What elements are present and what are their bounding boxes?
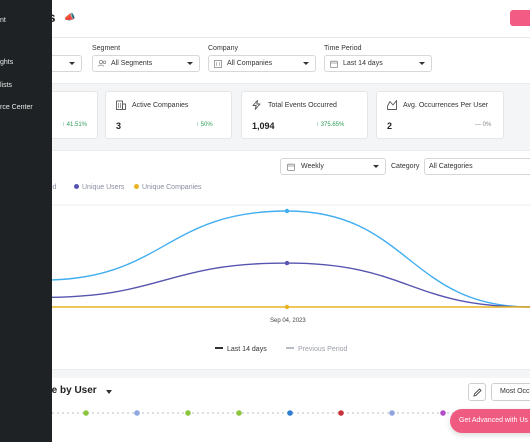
series-line-1	[52, 262, 530, 308]
user-dot[interactable]	[134, 410, 140, 416]
time-period-label: Time Period	[324, 45, 362, 52]
metric-card-avg-occurrences: Avg. Occurrences Per User 2 — 0%	[376, 91, 504, 139]
data-point[interactable]	[284, 260, 290, 266]
sidebar-item-0[interactable]: nt	[0, 17, 6, 24]
page-title: cs	[52, 9, 56, 25]
legend-events[interactable]: rred	[52, 184, 57, 191]
building-icon	[116, 100, 126, 113]
section-title[interactable]: nce by User	[52, 385, 97, 396]
event-select[interactable]	[52, 55, 82, 72]
x-tick-label: Sep 04, 2023	[270, 318, 306, 324]
user-dot[interactable]	[185, 410, 191, 416]
metric-change: ↑ 375.65%	[316, 122, 345, 128]
top-bar: cs 📣	[52, 0, 530, 38]
legend-dot	[74, 184, 79, 189]
chevron-down-icon	[303, 62, 309, 65]
category-label: Category	[391, 163, 420, 170]
building-icon	[214, 60, 222, 68]
series-line-0	[52, 210, 530, 308]
legend-current-period[interactable]: Last 14 days	[215, 346, 267, 353]
metric-title: Total Events Occurred	[268, 102, 337, 109]
chart-panel: Weekly Category All Categories rred Uniq…	[52, 150, 530, 370]
users-icon	[98, 59, 107, 67]
solid-line-icon	[215, 347, 223, 349]
metric-change: ↑ 50%	[196, 122, 213, 128]
interval-select[interactable]: Weekly	[280, 158, 386, 175]
chevron-down-icon	[373, 165, 379, 168]
sidebar: nt ghts lists rce Center	[0, 0, 52, 442]
metric-title: Active Companies	[132, 102, 189, 109]
user-dot[interactable]	[338, 410, 344, 416]
category-select[interactable]: All Categories	[424, 158, 530, 175]
segment-value: All Segments	[111, 60, 153, 67]
chevron-down-icon	[187, 62, 193, 65]
legend-unique-users[interactable]: Unique Users	[74, 184, 124, 191]
sidebar-item-resource-center[interactable]: rce Center	[0, 104, 33, 111]
area-chart-icon	[387, 100, 397, 113]
pencil-icon	[472, 388, 482, 397]
metric-change: — 0%	[475, 122, 492, 128]
sidebar-item-insights[interactable]: ghts	[0, 59, 14, 66]
metric-title: Avg. Occurrences Per User	[403, 102, 489, 109]
occurrence-panel: nce by User Most Occu Get Advanced with …	[52, 378, 530, 442]
legend-previous-period[interactable]: Previous Period	[286, 346, 347, 353]
lightning-icon	[252, 100, 261, 113]
segment-select[interactable]: All Segments	[92, 55, 200, 72]
filter-bar: Segment All Segments Company All Compani…	[52, 38, 530, 84]
category-value: All Categories	[429, 163, 473, 170]
time-period-value: Last 14 days	[343, 60, 383, 67]
legend-unique-companies[interactable]: Unique Companies	[134, 184, 202, 191]
get-advanced-button[interactable]: Get Advanced with Us	[450, 409, 530, 433]
user-dot[interactable]	[440, 410, 446, 416]
metric-change: ↑ 41.51%	[62, 122, 88, 128]
interval-value: Weekly	[301, 163, 324, 170]
metric-card-active-companies: Active Companies 3 ↑ 50%	[105, 91, 232, 139]
metric-value: 3	[116, 121, 122, 131]
metric-value: 1,094	[252, 121, 275, 131]
segment-label: Segment	[92, 45, 121, 52]
metric-card-unique-users: ↑ 41.51%	[52, 91, 98, 139]
dashed-line-icon	[286, 347, 294, 349]
user-dot[interactable]	[287, 410, 293, 416]
data-point[interactable]	[284, 304, 290, 310]
chevron-down-icon	[419, 62, 425, 65]
megaphone-icon: 📣	[64, 12, 76, 22]
sidebar-item-lists[interactable]: lists	[0, 82, 13, 89]
sort-select[interactable]: Most Occu	[491, 383, 530, 401]
calendar-icon	[330, 60, 338, 68]
main-content: cs 📣 Segment All Segments Company All Co…	[52, 0, 530, 442]
line-chart	[52, 204, 530, 310]
company-label: Company	[208, 45, 238, 52]
primary-action-button[interactable]	[510, 10, 530, 26]
company-value: All Companies	[227, 60, 273, 67]
user-dot[interactable]	[83, 410, 89, 416]
company-select[interactable]: All Companies	[208, 55, 316, 72]
chevron-down-icon	[69, 62, 75, 65]
chevron-down-icon[interactable]	[106, 390, 112, 394]
legend-dot	[134, 184, 139, 189]
time-period-select[interactable]: Last 14 days	[324, 55, 432, 72]
data-point[interactable]	[284, 208, 290, 214]
user-dot[interactable]	[389, 410, 395, 416]
metric-card-total-events: Total Events Occurred 1,094 ↑ 375.65%	[241, 91, 368, 139]
user-dot-strip	[52, 410, 530, 416]
metric-value: 2	[387, 121, 393, 131]
edit-button[interactable]	[468, 383, 486, 401]
calendar-icon	[287, 163, 295, 171]
user-dot[interactable]	[236, 410, 242, 416]
